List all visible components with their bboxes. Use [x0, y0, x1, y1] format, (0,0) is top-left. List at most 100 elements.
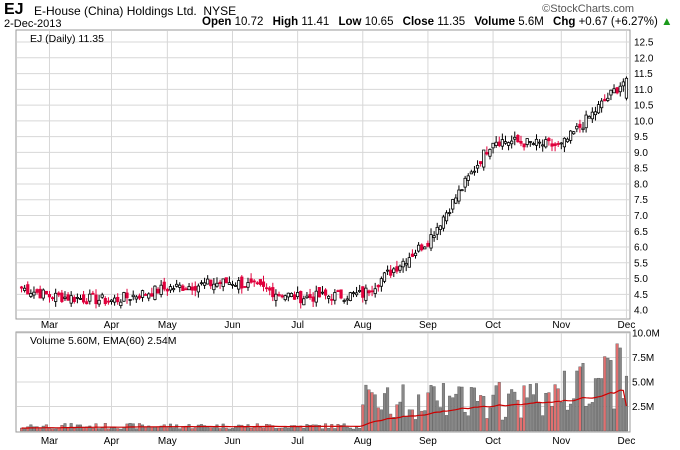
price-tick-label: 7.5 — [634, 195, 648, 206]
candle-body — [47, 294, 52, 298]
candle-body — [311, 296, 315, 302]
candle-body — [624, 77, 629, 99]
volume-bar — [612, 408, 616, 432]
candle-body — [522, 143, 526, 148]
volume-bar — [513, 391, 517, 432]
candle-body — [296, 292, 300, 298]
candle-body — [432, 235, 436, 238]
volume-tick-label: 5.0M — [632, 378, 654, 389]
candle-body — [227, 282, 231, 285]
candle-body — [429, 234, 433, 249]
volume-bar — [178, 428, 182, 432]
volume-bar — [147, 425, 151, 432]
volume-bar — [320, 428, 324, 432]
volume-bar — [550, 405, 554, 432]
candle-body — [54, 292, 58, 302]
volume-month-label: Jul — [291, 436, 304, 447]
candle-body — [410, 253, 415, 257]
volume-bar — [221, 423, 225, 432]
price-tick-label: 9.0 — [634, 148, 648, 159]
candle-body — [578, 123, 582, 128]
volume-bar — [47, 428, 51, 432]
candle-body — [417, 244, 421, 252]
volume-bar — [367, 389, 371, 432]
candle-body — [137, 295, 142, 299]
volume-bar — [172, 427, 176, 432]
candle-body — [376, 284, 380, 288]
volume-month-label: Aug — [354, 436, 372, 447]
price-tick-label: 6.5 — [634, 227, 648, 238]
volume-bar — [162, 424, 166, 432]
price-tick-label: 8.5 — [634, 164, 648, 175]
candle-body — [196, 285, 200, 293]
volume-bar — [255, 423, 259, 432]
candle-body — [233, 284, 238, 287]
candle-body — [547, 138, 551, 142]
volume-bar — [392, 417, 396, 432]
volume-bar — [547, 392, 551, 432]
volume-bar — [361, 404, 365, 432]
candle-body — [510, 140, 514, 145]
volume-bar — [88, 425, 92, 432]
volume-bar — [308, 424, 312, 432]
candle-body — [271, 287, 275, 298]
candle-body — [252, 280, 256, 283]
candle-body — [317, 287, 321, 298]
candle-body — [435, 226, 439, 235]
volume-bar — [91, 428, 95, 432]
candle-body — [382, 272, 387, 282]
close-label: Close — [402, 16, 434, 28]
candle-body — [106, 300, 111, 303]
volume-bar — [476, 401, 480, 432]
volume-bar — [587, 403, 591, 432]
price-tick-label: 10.0 — [634, 116, 654, 127]
volume-bar — [488, 407, 492, 432]
stockcharts-logo[interactable]: ©StockCharts.com — [542, 3, 634, 15]
candle-body — [261, 281, 266, 287]
volume-bar — [435, 400, 439, 432]
candle-body — [249, 278, 253, 283]
candle-body — [274, 293, 278, 301]
open-value: 10.72 — [234, 16, 264, 28]
volume-bar — [404, 416, 408, 432]
volume-bar — [271, 425, 275, 432]
volume-bar — [575, 370, 579, 432]
volume-bar — [528, 384, 532, 432]
candle-body — [125, 292, 129, 299]
candle-body — [320, 291, 325, 294]
candle-body — [26, 284, 30, 295]
candle-body — [525, 138, 529, 145]
price-legend: EJ (Daily) 11.35 — [30, 33, 104, 45]
volume-bar — [330, 424, 334, 432]
candle-body — [351, 292, 356, 295]
volume-bar — [153, 426, 157, 432]
candle-body — [32, 291, 36, 296]
candle-body — [280, 295, 284, 298]
volume-bar — [556, 388, 560, 432]
volume-month-label: Dec — [618, 436, 636, 447]
volume-bar — [559, 402, 563, 432]
volume-bar — [438, 407, 442, 432]
candle-body — [358, 290, 362, 293]
candle-body — [606, 97, 610, 101]
ohlc-summary: Open 10.72 High 11.41 Low 10.65 Close 11… — [196, 16, 672, 28]
candle-body — [265, 287, 269, 290]
volume-bar — [448, 395, 452, 432]
candle-body — [333, 292, 337, 301]
volume-bar — [569, 403, 573, 432]
volume-bar — [414, 419, 418, 432]
candle-body — [345, 298, 349, 301]
candle-body — [550, 143, 554, 147]
volume-bar — [479, 395, 483, 432]
candle-body — [562, 137, 567, 148]
volume-bar — [376, 407, 380, 432]
volume-bar — [230, 428, 234, 432]
volume-bar — [258, 426, 262, 432]
volume-bar — [327, 428, 331, 432]
volume-bar — [497, 382, 501, 432]
candle-body — [97, 299, 101, 305]
company-name: E-House (China) Holdings Ltd. NYSE — [34, 4, 237, 18]
volume-month-label: Oct — [485, 436, 501, 447]
candle-body — [171, 288, 176, 291]
volume-bar — [503, 416, 507, 432]
